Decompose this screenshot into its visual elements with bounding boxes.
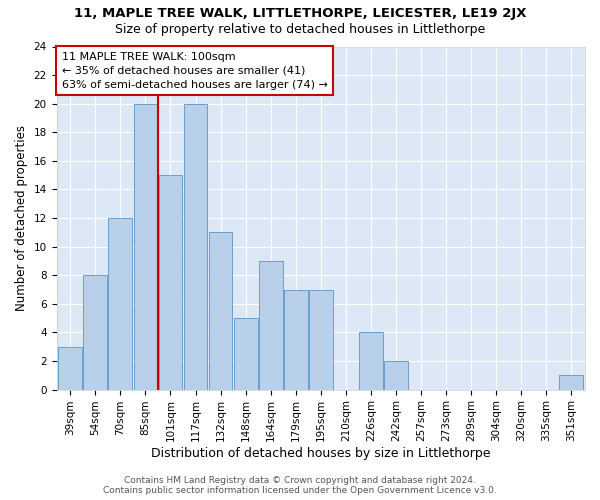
Text: Contains HM Land Registry data © Crown copyright and database right 2024.
Contai: Contains HM Land Registry data © Crown c… [103,476,497,495]
Text: Size of property relative to detached houses in Littlethorpe: Size of property relative to detached ho… [115,22,485,36]
Y-axis label: Number of detached properties: Number of detached properties [15,125,28,311]
Bar [158,175,182,390]
Bar [134,104,157,390]
Bar [284,290,308,390]
Bar [109,218,132,390]
X-axis label: Distribution of detached houses by size in Littlethorpe: Distribution of detached houses by size … [151,447,491,460]
Bar [83,275,107,390]
Text: 11, MAPLE TREE WALK, LITTLETHORPE, LEICESTER, LE19 2JX: 11, MAPLE TREE WALK, LITTLETHORPE, LEICE… [74,8,526,20]
Bar [359,332,383,390]
Bar [184,104,208,390]
Bar [209,232,232,390]
Bar [309,290,332,390]
Bar [559,376,583,390]
Bar [58,346,82,390]
Text: 11 MAPLE TREE WALK: 100sqm
← 35% of detached houses are smaller (41)
63% of semi: 11 MAPLE TREE WALK: 100sqm ← 35% of deta… [62,52,328,90]
Bar [384,361,408,390]
Bar [259,261,283,390]
Bar [234,318,257,390]
